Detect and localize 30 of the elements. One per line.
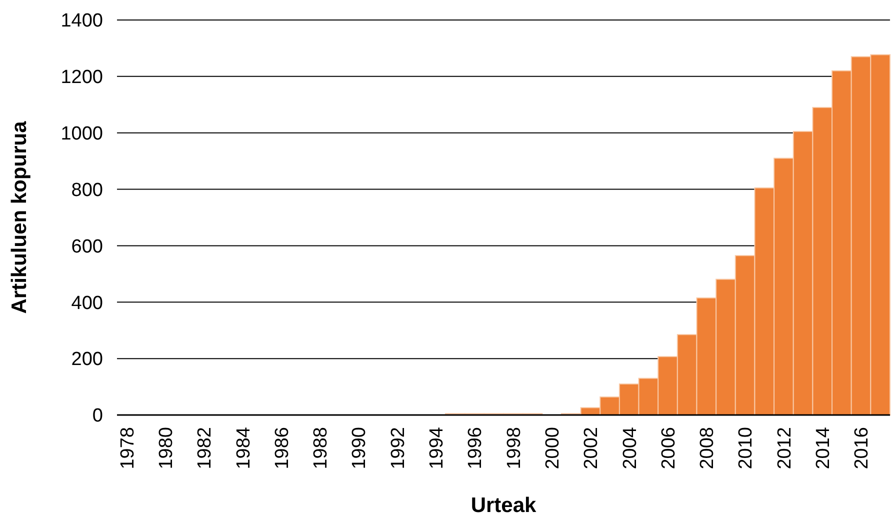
x-tick-label: 1996 [465, 427, 486, 470]
x-tick-label: 2002 [581, 427, 602, 470]
x-tick-label: 1988 [310, 427, 332, 470]
x-tick-label: 2000 [542, 427, 564, 470]
x-tick-label: 2016 [852, 427, 873, 470]
y-tick-label: 1000 [60, 124, 103, 145]
x-tick-label: 2004 [620, 426, 641, 470]
y-tick-label: 200 [71, 349, 103, 370]
x-tick-label: 1986 [272, 427, 293, 470]
x-tick-label: 1984 [233, 426, 254, 470]
x-tick-label: 1980 [156, 427, 177, 470]
x-axis-title: Urteak [470, 494, 536, 517]
x-tick-label: 2014 [813, 426, 834, 470]
y-tick-label: 400 [71, 292, 103, 314]
x-tick-label: 1992 [388, 427, 409, 470]
x-tick-label: 1990 [349, 427, 370, 470]
y-tick-label: 1200 [60, 67, 103, 88]
y-tick-label: 600 [71, 236, 103, 258]
y-tick-label: 800 [71, 180, 103, 201]
x-tick-label: 1994 [426, 426, 448, 470]
y-tick-label: 1400 [60, 10, 103, 32]
x-tick-label: 2010 [736, 427, 757, 470]
x-tick-label: 2006 [658, 427, 680, 470]
y-axis-title: Artikuluen kopurua [8, 120, 31, 314]
x-tick-label: 1982 [194, 427, 216, 470]
y-tick-label: 0 [92, 406, 103, 427]
x-tick-label: 2008 [697, 427, 718, 470]
x-tick-label: 2012 [774, 427, 796, 470]
x-tick-label: 1978 [117, 427, 138, 470]
x-tick-label: 1998 [504, 427, 525, 470]
